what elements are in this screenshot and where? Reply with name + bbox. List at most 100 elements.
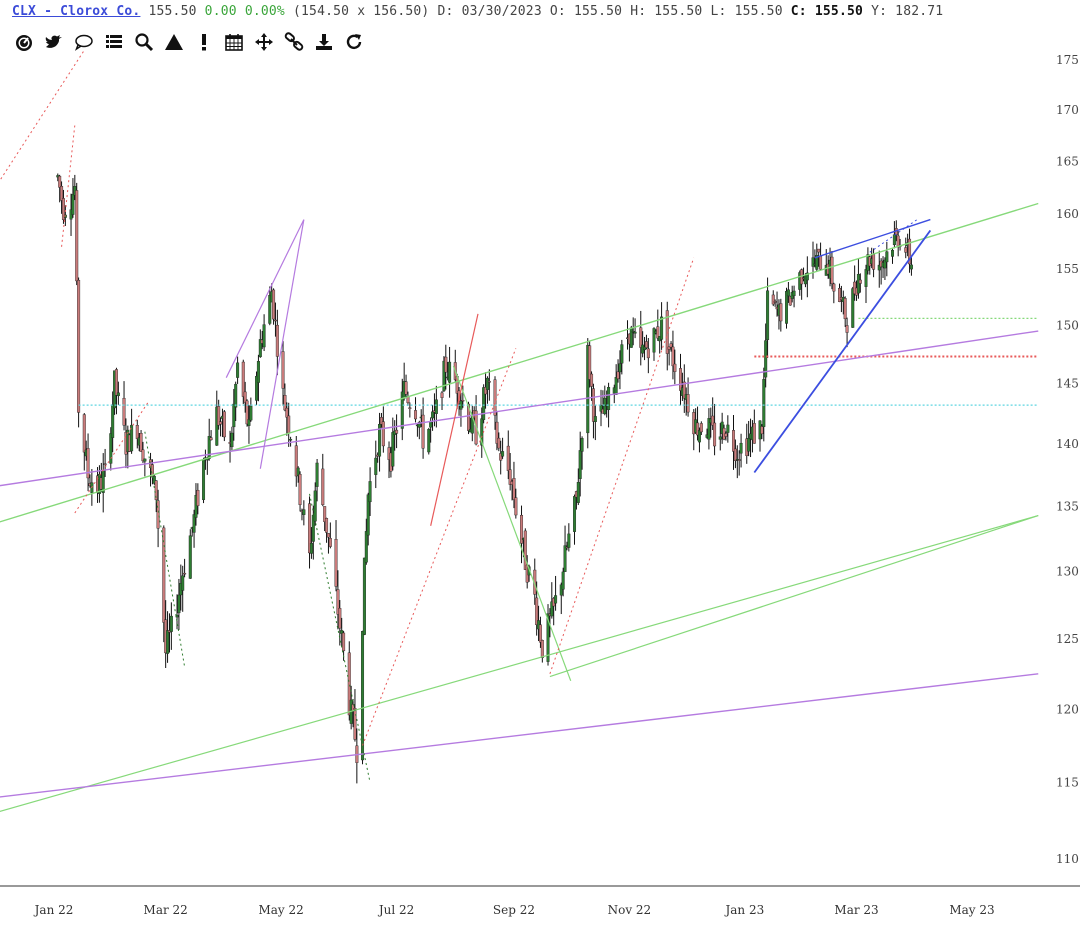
candle-body (334, 539, 338, 587)
candle-body (154, 480, 158, 501)
y-label: Y: (871, 4, 888, 19)
candle-body (338, 608, 342, 629)
move-icon[interactable] (252, 30, 276, 54)
candle-body (618, 363, 622, 373)
candle-body (434, 399, 438, 414)
candle-body (207, 436, 211, 459)
candle-body (431, 411, 435, 419)
candle-body (563, 545, 567, 572)
candle-body (273, 319, 277, 322)
candle-body (576, 482, 580, 503)
candle-body (143, 458, 147, 462)
low-value: 155.50 (734, 4, 783, 19)
candle-body (845, 325, 849, 333)
candles (56, 173, 913, 784)
candle-body (379, 417, 383, 425)
candle-body (733, 448, 737, 461)
candle-body (631, 331, 635, 333)
candle-body (408, 407, 412, 409)
candle-body (762, 379, 766, 427)
candle-body (427, 428, 431, 453)
candle-body (590, 373, 594, 387)
candle-body (470, 412, 474, 434)
comment-icon[interactable] (72, 30, 96, 54)
candle-body (181, 575, 185, 591)
close-label: C: (790, 4, 807, 19)
candle-body (652, 328, 656, 353)
candle-body (440, 392, 444, 398)
candle-body (219, 421, 223, 425)
candle-body (152, 475, 156, 484)
candle-body (141, 449, 145, 462)
candle-body (779, 303, 783, 322)
candle-body (883, 259, 887, 269)
x-tick-label: Nov 22 (608, 903, 652, 917)
y-tick-label: 175 (1056, 53, 1079, 67)
candle-body (336, 589, 340, 615)
candle-body (629, 327, 633, 348)
calendar-icon[interactable] (222, 30, 246, 54)
y-tick-label: 130 (1056, 565, 1079, 579)
candle-body (234, 383, 238, 408)
x-tick-label: Sep 22 (493, 903, 535, 917)
twitter-icon[interactable] (42, 30, 66, 54)
candle-body (747, 438, 751, 452)
candle-body (567, 533, 571, 548)
dashboard-icon[interactable] (12, 30, 36, 54)
y-tick-label: 110 (1056, 852, 1079, 866)
candle-body (183, 572, 187, 575)
candle-body (417, 422, 421, 428)
candle-body (811, 257, 815, 267)
candle-body (122, 397, 126, 426)
candle-body (495, 421, 499, 444)
candle-body (578, 450, 582, 479)
price-change: 0.00 (204, 4, 237, 19)
candle-body (328, 538, 332, 547)
candle-body (633, 331, 637, 334)
link-icon[interactable] (282, 30, 306, 54)
candle-body (368, 481, 372, 503)
triangle-icon[interactable] (162, 30, 186, 54)
candle-body (760, 426, 764, 435)
candle-body (308, 503, 312, 554)
candle-body (130, 424, 134, 452)
search-icon[interactable] (132, 30, 156, 54)
candle-body (75, 190, 79, 282)
candle-body (196, 489, 200, 506)
candle-body (773, 301, 777, 303)
x-tick-label: Jan 22 (33, 903, 74, 917)
candle-body (71, 194, 75, 215)
candle-body (593, 416, 597, 423)
red-dotted-trendline (74, 401, 150, 514)
candle-body (296, 467, 300, 476)
candle-body (188, 535, 192, 579)
download-icon[interactable] (312, 30, 336, 54)
candle-body (366, 494, 370, 536)
refresh-icon[interactable] (342, 30, 366, 54)
y-tick-label: 170 (1056, 103, 1079, 117)
candle-body (294, 445, 298, 477)
purple-trendline (0, 330, 1039, 487)
candle-body (215, 406, 219, 446)
candle-body (243, 391, 247, 403)
y-value: 182.71 (895, 4, 944, 19)
candle-body (378, 423, 382, 457)
candle-body (482, 387, 486, 420)
candle-body (588, 345, 592, 380)
candle-body (258, 339, 262, 358)
candle-body (580, 438, 584, 452)
list-icon[interactable] (102, 30, 126, 54)
candle-body (109, 433, 113, 464)
symbol-link[interactable]: CLX - Clorox Co. (12, 4, 141, 19)
candle-body (732, 430, 736, 452)
y-tick-label: 150 (1056, 318, 1079, 332)
candle-body (448, 361, 452, 383)
candle-body (639, 327, 643, 348)
x-axis: Jan 22 Mar 22 May 22 Jul 22 Sep 22 Nov 22 Jan … (33, 903, 995, 917)
candle-body (614, 377, 618, 395)
candle-body (669, 343, 673, 348)
candle-body (374, 457, 378, 475)
candle-body (771, 294, 775, 305)
alert-icon[interactable] (192, 30, 216, 54)
